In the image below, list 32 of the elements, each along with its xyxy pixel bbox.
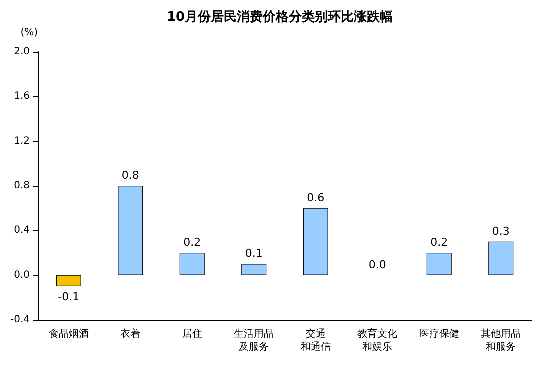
data-label: 0.1: [245, 247, 263, 260]
bar: [426, 253, 452, 276]
data-label: 0.2: [430, 236, 448, 249]
y-tick-label: 1.6: [14, 91, 30, 102]
data-label: 0.2: [184, 236, 202, 249]
data-label: 0.6: [307, 191, 325, 204]
x-tick-label: 生活用品及服务: [234, 328, 274, 353]
y-axis-title: (%): [20, 28, 38, 38]
bar: [242, 264, 267, 276]
bar: [303, 208, 328, 276]
y-tick-label: -0.4: [10, 314, 30, 326]
y-tick-label: 0.0: [14, 270, 30, 281]
bar: [488, 242, 514, 276]
data-label: 0.3: [492, 224, 510, 238]
x-tick-label: 衣着: [120, 328, 141, 340]
x-tick-label: 医疗保健: [419, 328, 460, 340]
bar: [118, 186, 144, 276]
y-tick-label: 2.0: [14, 46, 30, 58]
x-tick-label: 其他用品和服务: [481, 328, 522, 353]
y-tick-label: 0.8: [14, 180, 30, 192]
x-tick-label: 交通和通信: [300, 328, 331, 353]
bar: [180, 253, 205, 276]
x-tick-label: 教育文化和娱乐: [358, 328, 398, 353]
x-tick-label: 居住: [182, 329, 202, 340]
data-label: 0.8: [122, 169, 140, 182]
data-label: 0.0: [368, 258, 386, 272]
y-tick-label: 1.2: [14, 136, 30, 147]
bar: [56, 275, 82, 286]
x-tick-label: 食品烟酒: [48, 328, 89, 340]
y-tick-label: 0.4: [14, 225, 30, 236]
data-label: -0.1: [58, 290, 80, 304]
chart-title: 10月份居民消费价格分类别环比涨跌幅: [166, 10, 394, 25]
